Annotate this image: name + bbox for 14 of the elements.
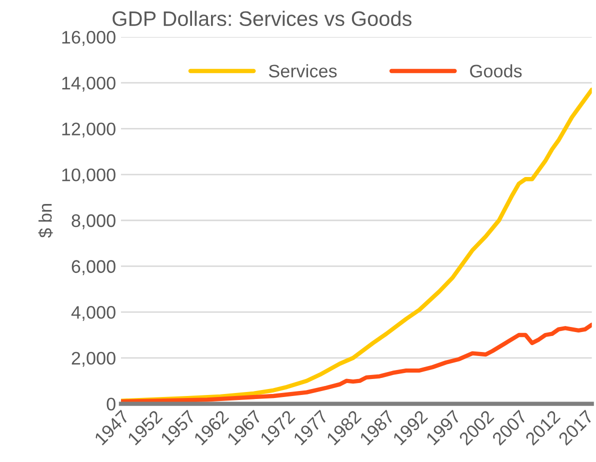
y-tick-label: 12,000 xyxy=(62,122,116,138)
chart-title: GDP Dollars: Services vs Goods xyxy=(112,10,412,26)
y-tick-label: 4,000 xyxy=(71,306,116,321)
y-tick-label: 8,000 xyxy=(72,214,116,230)
y-tick-label: 10,000 xyxy=(62,168,116,184)
y-tick-label: 14,000 xyxy=(62,76,116,92)
y-tick-label: 16,000 xyxy=(62,30,116,46)
legend-label: Services xyxy=(268,64,337,78)
legend-label: Goods xyxy=(470,64,522,78)
y-tick-label: 2,000 xyxy=(72,352,116,367)
y-tick-label: 0 xyxy=(106,398,116,411)
y-tick-label: 6,000 xyxy=(72,260,116,276)
y-axis-title: $ bn xyxy=(38,204,53,238)
line-series xyxy=(120,322,592,404)
